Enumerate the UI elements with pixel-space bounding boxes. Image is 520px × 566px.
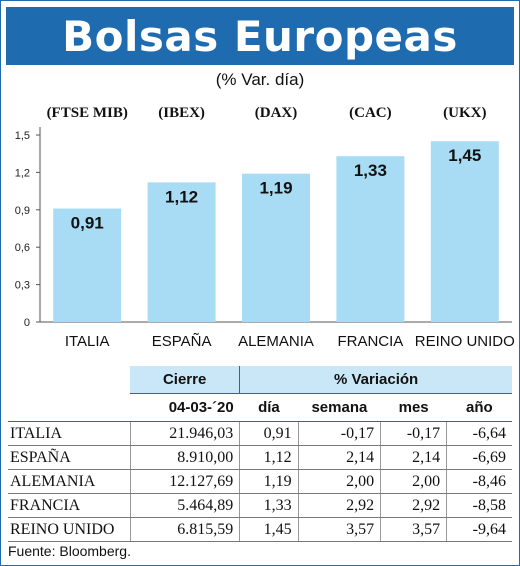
bar-francia: [336, 156, 405, 322]
bar-italia: [53, 208, 122, 322]
index-label: (FTSE MIB): [47, 105, 128, 121]
cell-dia: 1,19: [239, 469, 299, 494]
y-tick-label: 0,9: [15, 205, 30, 217]
header-mes: mes: [380, 393, 447, 422]
header-variacion: % Variación: [239, 366, 512, 394]
table-header-row: Cierre % Variación: [8, 366, 512, 394]
cell-ano: -8,58: [446, 493, 512, 518]
y-tick-label: 0,3: [15, 280, 30, 292]
index-label: (UKX): [443, 105, 486, 121]
cell-ano: -9,64: [446, 517, 512, 542]
y-tick-label: 0: [24, 317, 30, 329]
cell-semana: 2,00: [297, 469, 381, 494]
header-dia: día: [239, 393, 299, 422]
cell-dia: 1,12: [239, 445, 299, 470]
cell-dia: 1,33: [239, 493, 299, 518]
index-label: (DAX): [255, 105, 298, 121]
chart-title: Bolsas Europeas: [6, 7, 514, 65]
cell-name: ITALIA: [8, 421, 130, 446]
y-tick-label: 1,2: [15, 167, 30, 179]
table-row: ALEMANIA 12.127,69 1,19 2,00 2,00 -8,46: [8, 469, 512, 494]
header-semana: semana: [298, 393, 381, 422]
table-subheader-row: 04-03-´20 día semana mes año: [8, 393, 512, 422]
bar-reino-unido: [430, 141, 499, 322]
y-tick-label: 0,6: [15, 242, 30, 254]
cell-cierre: 21.946,03: [129, 421, 240, 446]
data-table: Cierre % Variación 04-03-´20 día semana …: [8, 366, 512, 542]
header-ano: año: [446, 393, 512, 422]
cell-mes: -0,17: [380, 421, 447, 446]
index-label: (IBEX): [158, 105, 205, 121]
header-cierre: Cierre: [130, 366, 240, 394]
cell-cierre: 12.127,69: [129, 469, 240, 494]
cell-semana: 3,57: [297, 517, 381, 542]
cell-mes: 3,57: [380, 517, 447, 542]
category-label: FRANCIA: [337, 333, 403, 350]
cell-cierre: 8.910,00: [129, 445, 240, 470]
cell-ano: -6,64: [446, 421, 512, 446]
bar-value-label: 1,33: [354, 161, 387, 180]
bar-chart: 0 0,3 0,6 0,9 1,2 1,5 0,91 (FTSE MIB) ITALIA 1,12…: [15, 105, 515, 350]
cell-mes: 2,14: [380, 445, 447, 470]
header-date: 04-03-´20: [130, 393, 240, 422]
category-label: ESPAÑA: [152, 333, 212, 350]
bar-españa: [147, 182, 216, 322]
cell-dia: 0,91: [239, 421, 299, 446]
cell-name: ALEMANIA: [8, 469, 130, 494]
bar-value-label: 1,45: [448, 146, 481, 165]
cell-cierre: 6.815,59: [129, 517, 240, 542]
cell-name: REINO UNIDO: [8, 517, 130, 542]
source-note: Fuente: Bloomberg.: [8, 543, 131, 559]
category-label: REINO UNIDO: [415, 333, 515, 350]
chart-subtitle: (% Var. día): [215, 70, 305, 89]
cell-dia: 1,45: [239, 517, 299, 542]
cell-ano: -8,46: [446, 469, 512, 494]
y-tick-label: 1,5: [15, 130, 30, 142]
index-label: (CAC): [349, 105, 392, 121]
cell-ano: -6,69: [446, 445, 512, 470]
category-label: ALEMANIA: [238, 333, 314, 350]
table-row: ESPAÑA 8.910,00 1,12 2,14 2,14 -6,69: [8, 445, 512, 470]
cell-name: ESPAÑA: [8, 445, 130, 470]
cell-mes: 2,92: [380, 493, 447, 518]
table-row: FRANCIA 5.464,89 1,33 2,92 2,92 -8,58: [8, 493, 512, 518]
cell-name: FRANCIA: [8, 493, 130, 518]
bar-alemania: [242, 173, 310, 322]
cell-semana: 2,92: [297, 493, 381, 518]
table-row: ITALIA 21.946,03 0,91 -0,17 -0,17 -6,64: [8, 421, 512, 446]
bar-value-label: 0,91: [71, 214, 104, 233]
table-row: REINO UNIDO 6.815,59 1,45 3,57 3,57 -9,64: [8, 517, 512, 542]
cell-semana: -0,17: [297, 421, 381, 446]
cell-semana: 2,14: [297, 445, 381, 470]
bar-value-label: 1,12: [165, 187, 198, 206]
cell-mes: 2,00: [380, 469, 447, 494]
bar-value-label: 1,19: [259, 179, 292, 198]
category-label: ITALIA: [65, 333, 110, 350]
cell-cierre: 5.464,89: [129, 493, 240, 518]
